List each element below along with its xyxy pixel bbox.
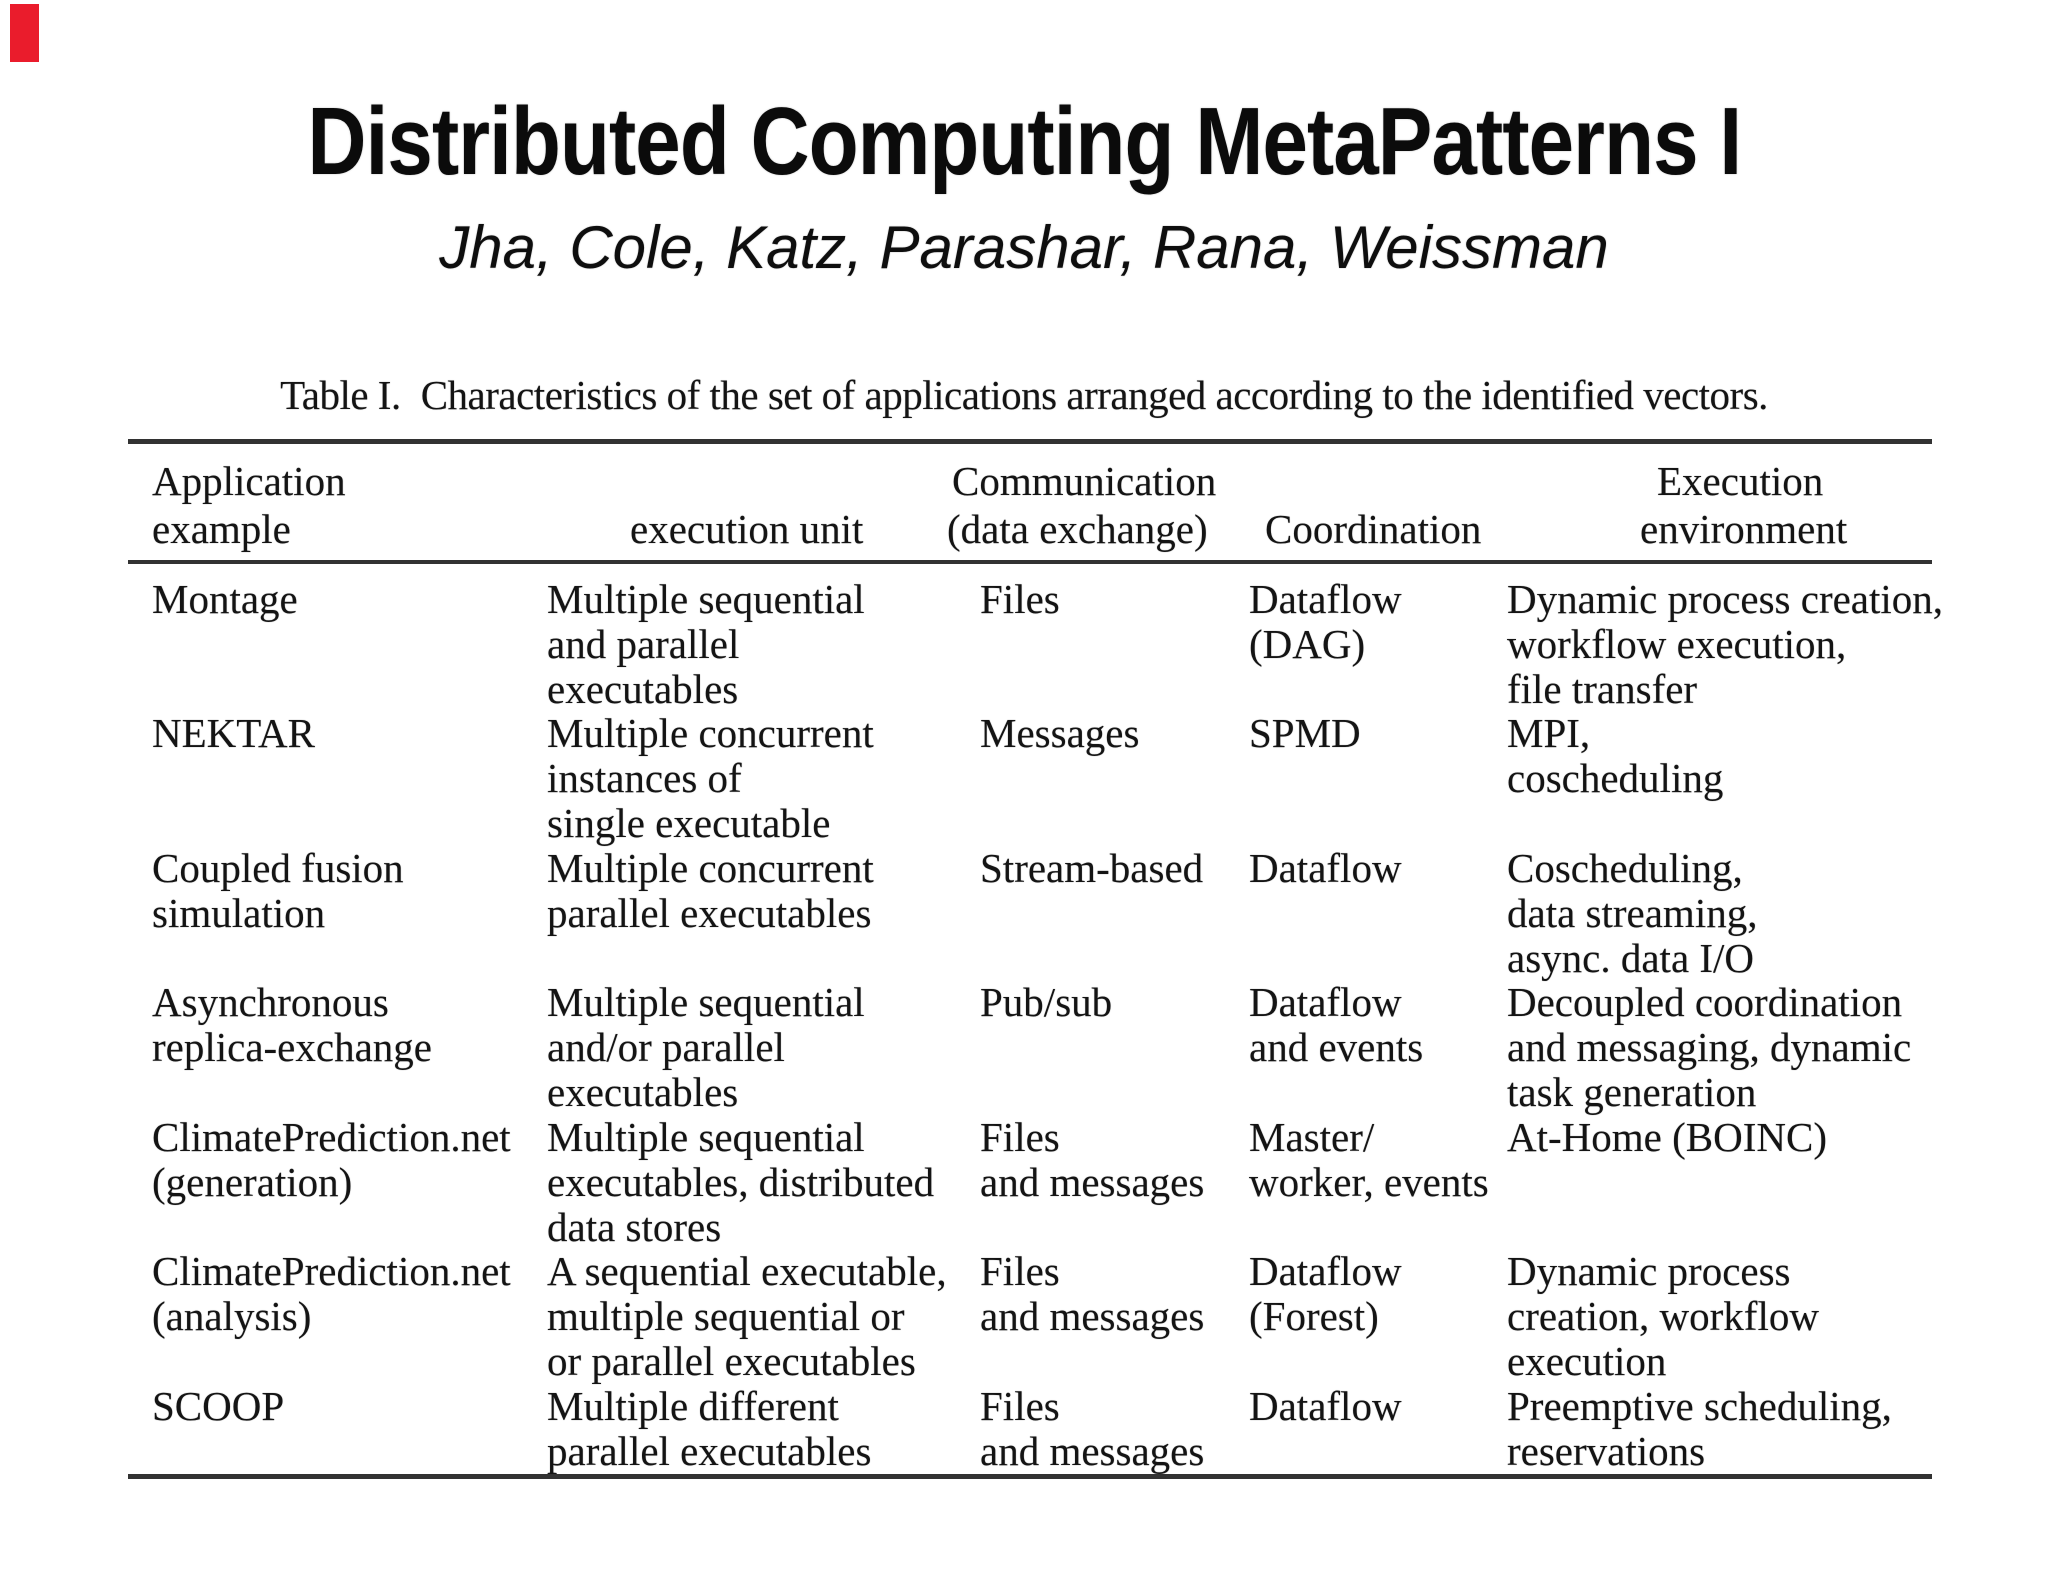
cell-application: Asynchronous replica-exchange [152,979,432,1070]
red-accent-marker [10,4,39,62]
cell-execution-environment: MPI, coscheduling [1507,710,1724,801]
table-header-rule [128,560,1932,564]
cell-application: ClimatePrediction.net (analysis) [152,1248,511,1339]
column-header-execution-environment-line2: environment [1640,506,1848,552]
cell-coordination: Dataflow [1249,1383,1402,1429]
cell-execution-unit: Multiple different parallel executables [547,1383,872,1474]
table-caption-text: Characteristics of the set of applicatio… [420,372,1769,418]
cell-execution-environment: Decoupled coordination and messaging, dy… [1507,979,1912,1115]
slide-title: Distributed Computing MetaPatterns I [0,88,2048,195]
cell-communication: Messages [980,710,1140,756]
table-caption: Table I. Characteristics of the set of ap… [0,372,2048,419]
cell-execution-unit: Multiple sequential and/or parallel exec… [547,979,865,1115]
cell-execution-unit: Multiple sequential executables, distrib… [547,1114,935,1250]
cell-execution-environment: At-Home (BOINC) [1507,1114,1827,1160]
column-header-application-line1: Application [152,458,346,504]
table-top-rule [128,439,1932,444]
cell-coordination: Dataflow (DAG) [1249,576,1402,667]
cell-application: Coupled fusion simulation [152,845,404,936]
cell-application: ClimatePrediction.net (generation) [152,1114,511,1205]
cell-execution-environment: Dynamic process creation, workflow execu… [1507,576,1944,712]
cell-execution-unit: Multiple sequential and parallel executa… [547,576,865,712]
table-caption-label: Table I. [280,372,401,418]
cell-communication: Files and messages [980,1114,1205,1205]
cell-communication: Files and messages [980,1383,1205,1474]
column-header-execution-environment-line1: Execution [1657,458,1824,504]
cell-communication: Pub/sub [980,979,1113,1025]
cell-coordination: SPMD [1249,710,1361,756]
table-bottom-rule [128,1474,1932,1479]
cell-communication: Stream-based [980,845,1204,891]
cell-coordination: Dataflow [1249,845,1402,891]
cell-execution-environment: Dynamic process creation, workflow execu… [1507,1248,1819,1384]
cell-communication: Files [980,576,1060,622]
cell-execution-environment: Coscheduling, data streaming, async. dat… [1507,845,1758,981]
cell-execution-unit: Multiple concurrent instances of single … [547,710,874,846]
column-header-coordination: Coordination [1265,506,1482,552]
slide-title-text: Distributed Computing MetaPatterns I [307,88,1742,195]
slide-subtitle: Jha, Cole, Katz, Parashar, Rana, Weissma… [439,214,1609,281]
cell-communication: Files and messages [980,1248,1205,1339]
column-header-communication-line2: (data exchange) [947,506,1208,552]
column-header-execution-unit: execution unit [630,506,864,552]
cell-coordination: Master/ worker, events [1249,1114,1489,1205]
cell-application: Montage [152,576,298,622]
cell-execution-environment: Preemptive scheduling, reservations [1507,1383,1892,1474]
cell-coordination: Dataflow and events [1249,979,1424,1070]
column-header-application-line2: example [152,506,291,552]
column-header-communication-line1: Communication [952,458,1217,504]
cell-application: NEKTAR [152,710,315,756]
cell-execution-unit: Multiple concurrent parallel executables [547,845,874,936]
cell-coordination: Dataflow (Forest) [1249,1248,1402,1339]
cell-execution-unit: A sequential executable, multiple sequen… [547,1248,947,1384]
cell-application: SCOOP [152,1383,285,1429]
